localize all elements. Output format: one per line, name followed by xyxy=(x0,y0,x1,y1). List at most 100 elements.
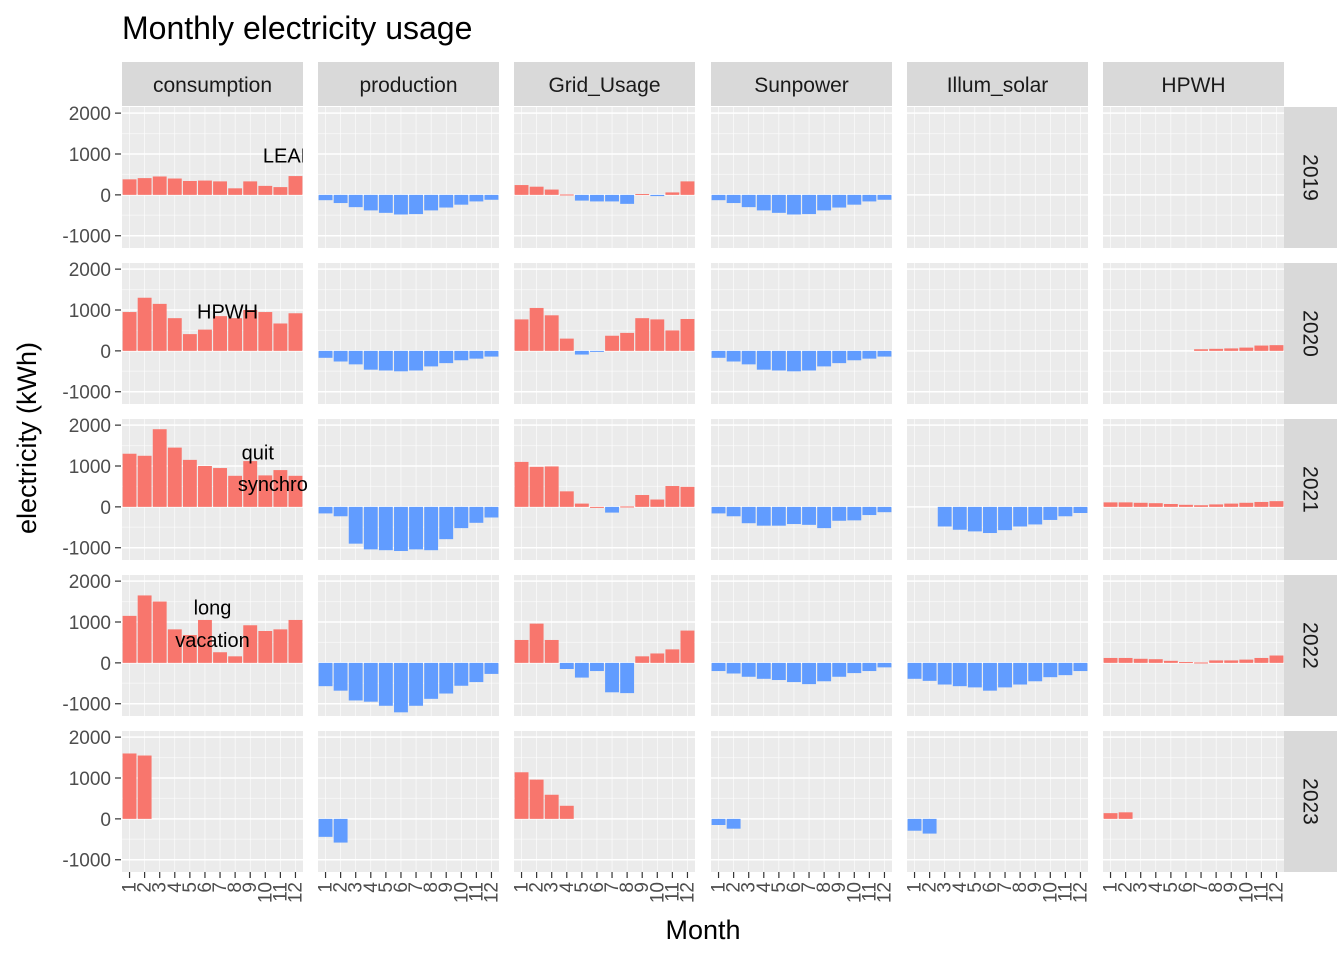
bar-2022-consumption-month-12 xyxy=(288,619,303,663)
y-tick-label: 0 xyxy=(100,498,111,519)
bar-2023-grid-usage-month-2 xyxy=(529,779,544,819)
panel-2021-grid-usage xyxy=(514,419,695,560)
panel-background xyxy=(318,575,499,716)
strip-2022 xyxy=(1284,575,1337,716)
bar-2020-production-month-10 xyxy=(454,350,469,361)
bar-2022-hpwh-month-11 xyxy=(1254,657,1269,663)
bar-2021-grid-usage-month-7 xyxy=(605,506,619,513)
x-tick-label: 11 xyxy=(859,882,880,902)
x-tick-label: 11 xyxy=(1251,882,1272,902)
bar-2020-sunpower-month-2 xyxy=(726,350,741,362)
x-tick-label: 12 xyxy=(1070,882,1091,903)
bar-2021-hpwh-month-4 xyxy=(1148,503,1163,507)
bar-2019-grid-usage-month-9 xyxy=(635,194,650,196)
x-tick-label: 7 xyxy=(602,882,623,893)
panel-background xyxy=(318,107,499,248)
bar-2019-sunpower-month-11 xyxy=(862,194,877,202)
bar-2020-grid-usage-month-6 xyxy=(590,350,604,352)
x-tick-label: 10 xyxy=(647,882,668,903)
x-tick-label: 12 xyxy=(285,882,306,903)
y-axis-title: electricity (kWh) xyxy=(12,342,42,534)
bar-2020-consumption-month-5 xyxy=(182,334,197,351)
strip-label-consumption: consumption xyxy=(153,74,272,97)
y-tick-label: -1000 xyxy=(62,851,111,872)
x-tick-label: 9 xyxy=(1025,882,1046,893)
bar-2019-consumption-month-5 xyxy=(182,180,197,195)
panel-2022-illum-solar xyxy=(907,575,1088,716)
panel-2020-consumption: HPWH xyxy=(122,263,303,404)
bar-2022-production-month-4 xyxy=(363,662,378,702)
y-tick-label: 1000 xyxy=(69,769,111,790)
x-tick-label: 5 xyxy=(965,882,986,893)
panel-background xyxy=(1103,419,1284,560)
panel-background xyxy=(318,263,499,404)
x-tick-label: 12 xyxy=(874,882,895,903)
bar-2023-production-month-2 xyxy=(333,818,348,843)
bar-2021-illum-solar-month-8 xyxy=(1013,506,1028,527)
bar-2020-sunpower-month-5 xyxy=(771,350,786,371)
bar-2021-grid-usage-month-12 xyxy=(680,486,695,507)
bar-2019-sunpower-month-5 xyxy=(771,194,786,213)
bar-2022-hpwh-month-2 xyxy=(1118,657,1133,663)
annotation-synchro: synchro xyxy=(238,474,308,496)
strip-2021 xyxy=(1284,419,1337,560)
bar-2019-sunpower-month-2 xyxy=(726,194,741,204)
bar-2021-hpwh-month-5 xyxy=(1163,504,1178,507)
panel-background xyxy=(122,575,303,716)
bar-2022-sunpower-month-6 xyxy=(787,662,801,683)
bar-2020-grid-usage-month-10 xyxy=(650,319,665,351)
bar-2020-production-month-8 xyxy=(424,350,439,367)
panel-background xyxy=(1103,731,1284,872)
bar-2022-production-month-7 xyxy=(409,662,423,706)
bar-2019-production-month-4 xyxy=(363,194,378,211)
y-tick-label: -1000 xyxy=(62,695,111,716)
bar-2023-grid-usage-month-3 xyxy=(544,794,559,819)
bar-2022-production-month-8 xyxy=(424,662,439,699)
bar-2021-sunpower-month-1 xyxy=(711,506,726,514)
panel-2019-sunpower xyxy=(711,107,892,248)
bar-2021-illum-solar-month-10 xyxy=(1043,506,1058,520)
bar-2021-production-month-3 xyxy=(348,506,363,544)
strip-label-production: production xyxy=(359,74,457,97)
x-tick-label: 3 xyxy=(150,882,171,893)
bar-2019-sunpower-month-3 xyxy=(741,194,756,208)
panel-background xyxy=(514,731,695,872)
bar-2022-hpwh-month-12 xyxy=(1269,655,1284,663)
bar-2020-sunpower-month-12 xyxy=(877,350,892,357)
x-tick-label: 1 xyxy=(512,882,533,893)
bar-2020-production-month-7 xyxy=(409,350,423,371)
x-tick-label: 10 xyxy=(1040,882,1061,903)
bar-2023-hpwh-month-2 xyxy=(1118,812,1133,819)
bar-2021-consumption-month-8 xyxy=(228,475,243,507)
panel-2023-production xyxy=(318,731,499,872)
x-tick-label: 8 xyxy=(225,882,246,893)
panel-2021-illum-solar xyxy=(907,419,1088,560)
bar-2020-grid-usage-month-4 xyxy=(559,338,574,351)
bar-2020-sunpower-month-11 xyxy=(862,350,877,359)
bar-2021-grid-usage-month-4 xyxy=(559,491,574,507)
panel-background xyxy=(711,419,892,560)
x-tick-label: 4 xyxy=(1146,882,1167,893)
panel-background xyxy=(907,731,1088,872)
bar-2021-production-month-10 xyxy=(454,506,469,529)
x-tick-label: 7 xyxy=(995,882,1016,893)
panel-2022-sunpower xyxy=(711,575,892,716)
bar-2019-production-month-9 xyxy=(439,194,454,208)
bar-2022-grid-usage-month-9 xyxy=(635,656,650,663)
x-tick-label: 7 xyxy=(210,882,231,893)
panel-2019-illum-solar xyxy=(907,107,1088,248)
bar-2020-hpwh-month-10 xyxy=(1239,347,1254,351)
bar-2019-grid-usage-month-3 xyxy=(544,189,559,195)
x-tick-label: 10 xyxy=(451,882,472,903)
panel-background xyxy=(711,263,892,404)
bar-2020-hpwh-month-8 xyxy=(1209,348,1224,351)
bar-2021-illum-solar-month-4 xyxy=(952,506,967,530)
x-tick-label: 1 xyxy=(905,882,926,893)
x-tick-label: 1 xyxy=(316,882,337,893)
bar-2019-consumption-month-10 xyxy=(258,185,273,195)
bar-2022-illum-solar-month-10 xyxy=(1043,662,1058,678)
bar-2022-production-month-2 xyxy=(333,662,348,691)
bar-2022-production-month-6 xyxy=(394,662,408,713)
bar-2021-sunpower-month-8 xyxy=(817,506,832,529)
